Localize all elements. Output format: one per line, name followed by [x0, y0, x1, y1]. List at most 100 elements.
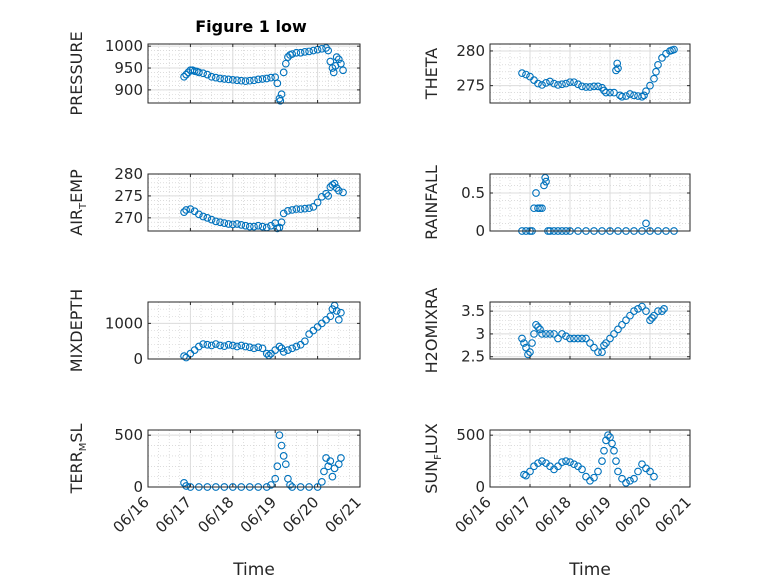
data-point [203, 213, 212, 222]
data-point [305, 47, 313, 56]
data-point [600, 341, 608, 350]
y-tick-label: 1000 [105, 314, 143, 332]
data-point [618, 92, 626, 101]
data-point [604, 431, 612, 440]
data-point [271, 474, 280, 483]
subplot-pressure: 900 950 1000 PRESSURE [67, 31, 361, 116]
data-point [542, 330, 550, 338]
data-point [277, 441, 286, 450]
data-point [254, 343, 263, 352]
data-point [216, 341, 224, 350]
data-point [522, 471, 530, 480]
data-point [642, 87, 650, 96]
data-point [228, 341, 237, 350]
data-point [626, 311, 634, 320]
data-point [538, 204, 546, 213]
x-tick-label: 06/21 [322, 493, 365, 536]
data-point [281, 59, 290, 68]
data-point [534, 79, 542, 88]
y-tick-label: 3.5 [461, 302, 485, 320]
data-point [245, 222, 254, 231]
y-tick-label: 280 [114, 165, 143, 183]
data-point [608, 439, 616, 448]
y-axis-label: TERRMSL [67, 424, 89, 495]
data-point [292, 205, 301, 213]
data-point [618, 320, 626, 329]
data-point [301, 337, 309, 346]
y-axis-label: SUNFLUX [422, 423, 444, 493]
data-point [199, 340, 207, 348]
data-point [614, 64, 622, 73]
subplot-terr_msl: 0 500 TERRMSL 06/16 06/17 06/18 06/19 06/20 06/2… [67, 424, 365, 581]
data-point [638, 92, 646, 101]
data-point [262, 223, 271, 232]
data-point [309, 203, 318, 211]
y-axis-label: RAINFALL [422, 165, 441, 240]
subplot-sun_flux: 0 500 SUNFLUX 06/1606/1706/1806/1906/2006/2… [422, 423, 695, 580]
y-tick-label: 500 [456, 426, 485, 444]
data-point [638, 460, 646, 469]
data-point [574, 334, 582, 343]
data-point [648, 314, 656, 322]
data-point [305, 204, 313, 213]
data-point [284, 346, 292, 354]
x-tick-label: 06/19 [572, 493, 615, 536]
data-point [562, 332, 570, 341]
data-point [518, 69, 526, 78]
data-point [538, 330, 546, 338]
data-point [279, 68, 288, 77]
axes-box [489, 429, 691, 488]
data-point [586, 339, 594, 347]
data-point [211, 340, 220, 348]
data-point [334, 55, 343, 64]
data-point [642, 307, 650, 315]
data-point [540, 181, 548, 190]
data-point [650, 74, 658, 83]
data-point [570, 460, 578, 469]
data-point [590, 343, 598, 352]
y-tick-label: 500 [114, 426, 143, 444]
axes-box [489, 173, 691, 232]
data-point [534, 204, 542, 213]
subplot-theta: 275 280 THETA [422, 42, 691, 104]
data-point [339, 66, 347, 75]
data-point [182, 70, 191, 79]
x-tick-label: 06/19 [237, 493, 280, 536]
data-point [199, 69, 207, 78]
data-point [520, 339, 528, 347]
data-point [296, 48, 305, 57]
data-point [530, 204, 538, 213]
data-point [250, 76, 258, 85]
data-point [284, 206, 292, 215]
data-point [324, 192, 333, 200]
subplot-mixdepth: 0 1000 MIXDEPTH [67, 289, 361, 372]
data-point [288, 206, 297, 214]
data-point [301, 204, 309, 213]
data-point [277, 90, 286, 99]
data-point [582, 334, 590, 343]
x-tick-label: 06/16 [110, 493, 153, 536]
data-point [538, 457, 546, 465]
data-point [536, 204, 544, 213]
x-tick-label: 06/18 [194, 493, 237, 536]
axes-box [147, 173, 361, 232]
data-point [207, 215, 216, 224]
data-point [634, 467, 642, 476]
data-point [646, 467, 654, 476]
data-point [190, 346, 199, 354]
data-point [658, 54, 666, 62]
data-point [638, 302, 646, 311]
data-point [250, 222, 258, 231]
y-tick-label: 3 [475, 325, 485, 343]
data-point [262, 349, 271, 358]
x-axis-label: Time [568, 560, 611, 580]
data-point [305, 330, 313, 338]
data-point [602, 88, 610, 97]
data-point [626, 476, 634, 485]
data-point [180, 208, 188, 216]
y-tick-label: 1000 [105, 37, 143, 55]
data-point [598, 348, 606, 357]
x-tick-label: 06/20 [279, 493, 322, 536]
data-point [224, 75, 233, 84]
